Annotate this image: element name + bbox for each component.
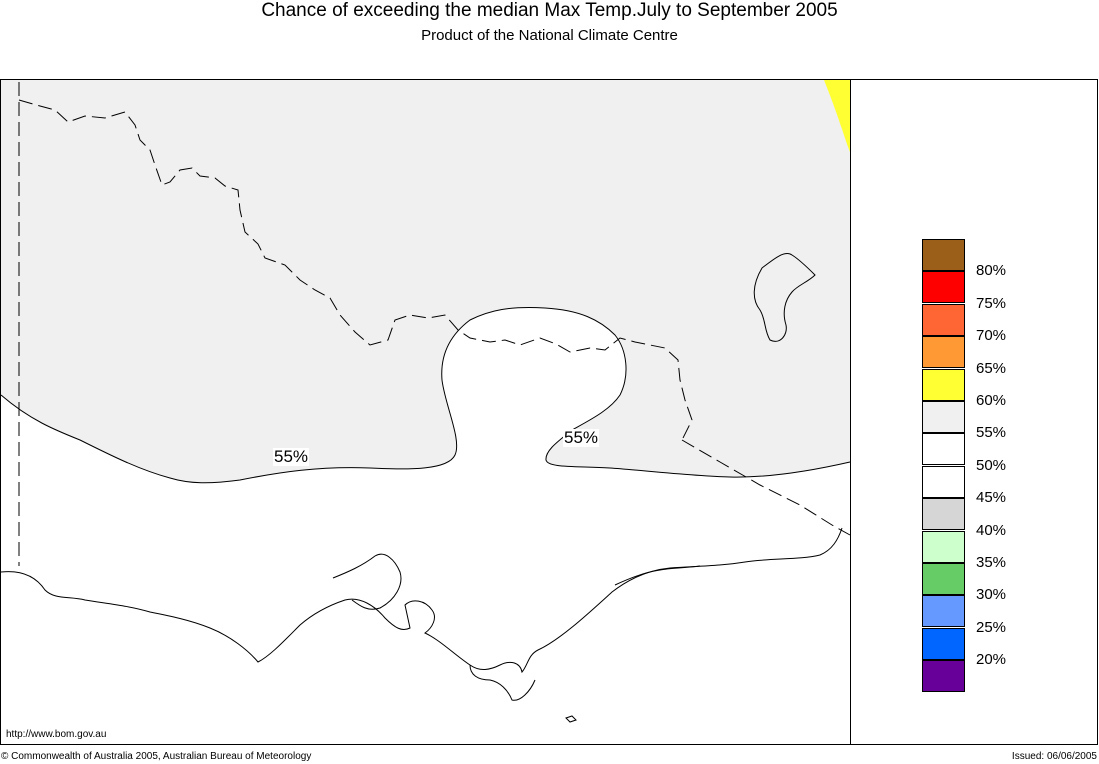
legend-swatch [922,563,965,595]
legend-swatch [922,336,965,369]
coastline-inlet [614,565,701,586]
legend-swatch [922,271,965,304]
coastline-port-phillip [332,553,402,610]
legend-label: 20% [976,651,1007,669]
legend-swatch [922,627,965,660]
map-frame [0,79,1098,745]
legend-swatch [922,368,965,401]
legend-label: 75% [976,294,1007,312]
legend-label: 50% [976,456,1007,474]
contour-label: 55% [563,428,600,447]
legend-swatch [922,498,965,531]
issued-date: Issued: 06/06/2005 [1011,751,1097,762]
state-border [18,99,693,441]
legend-label: 45% [976,489,1007,507]
legend-swatch [922,401,965,433]
legend-label: 25% [976,618,1007,636]
map-title: Chance of exceeding the median Max Temp.… [261,0,838,21]
island [753,253,816,342]
legend-label: 30% [976,586,1007,604]
legend-swatch [922,530,965,563]
legend-swatch [922,433,965,466]
islet [565,715,577,723]
legend-label: 70% [976,327,1007,345]
map-canvas [0,79,851,745]
contour-label: 55% [273,447,310,466]
copyright-text: © Commonwealth of Australia 2005, Austra… [1,751,312,762]
legend-label: 60% [976,392,1007,409]
legend-label: 65% [976,359,1007,377]
legend-swatch [922,465,965,498]
source-url: http://www.bom.gov.au [6,729,107,740]
map-subtitle: Product of the National Climate Centre [421,27,678,44]
legend-label: 40% [976,521,1007,539]
region-60-65 [824,80,850,152]
legend-swatch [922,303,965,336]
legend-swatch [922,595,965,628]
region-55-60 [1,80,850,483]
legend-label: 55% [976,424,1007,442]
coastline [0,527,843,674]
coastline-bay [469,664,536,701]
contour-55 [0,307,851,484]
state-border [681,439,851,536]
legend-swatch [922,239,965,271]
legend-swatch [922,660,965,693]
legend-label: 35% [976,554,1007,571]
legend-label: 80% [976,262,1007,280]
